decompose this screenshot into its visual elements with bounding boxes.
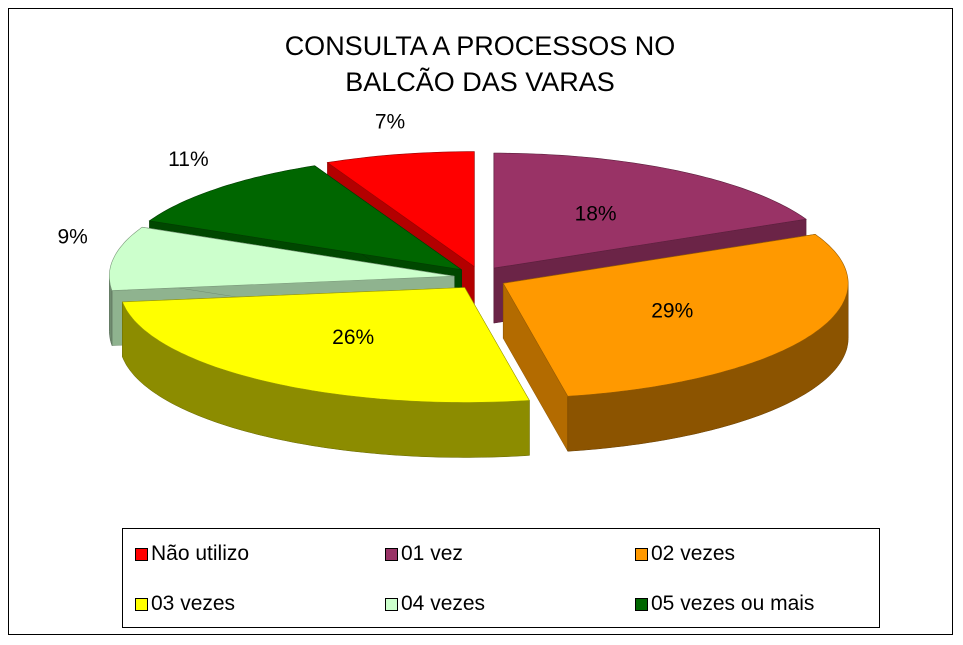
- legend-label: 03 vezes: [151, 592, 236, 615]
- legend-swatch: [385, 597, 398, 611]
- legend-label: 05 vezes ou mais: [651, 592, 815, 615]
- legend-item: Não utilizo: [135, 529, 385, 579]
- legend-label: 04 vezes: [401, 592, 486, 615]
- legend-item: 03 vezes: [135, 579, 385, 629]
- data-label: 9%: [57, 226, 87, 249]
- slice: [502, 233, 849, 397]
- legend-label: 02 vezes: [651, 542, 736, 565]
- data-label: 26%: [332, 326, 374, 349]
- data-label: 7%: [375, 110, 405, 133]
- legend-item: 01 vez: [385, 529, 635, 579]
- data-label: 18%: [575, 202, 617, 225]
- data-label: 29%: [651, 300, 693, 323]
- legend-label: 01 vez: [401, 542, 463, 565]
- slice: [108, 226, 455, 291]
- legend-item: 05 vezes ou mais: [635, 579, 885, 629]
- chart-frame: [8, 8, 953, 635]
- slice: [148, 165, 462, 270]
- data-label: 11%: [168, 148, 208, 171]
- slice: [493, 152, 807, 269]
- legend-swatch: [385, 547, 398, 561]
- legend-swatch: [135, 597, 148, 611]
- legend-item: 04 vezes: [385, 579, 635, 629]
- legend-swatch: [635, 547, 648, 561]
- legend-label: Não utilizo: [151, 542, 250, 565]
- legend-item: 02 vezes: [635, 529, 885, 579]
- legend-swatch: [635, 597, 648, 611]
- chart-title: CONSULTA A PROCESSOS NO BALCÃO DAS VARAS: [284, 31, 676, 97]
- slice: [121, 287, 530, 403]
- slice: [326, 151, 475, 268]
- legend-swatch: [135, 547, 148, 561]
- legend: Não utilizo 01 vez 02 vezes 03 vezes 04 veze…: [122, 528, 880, 628]
